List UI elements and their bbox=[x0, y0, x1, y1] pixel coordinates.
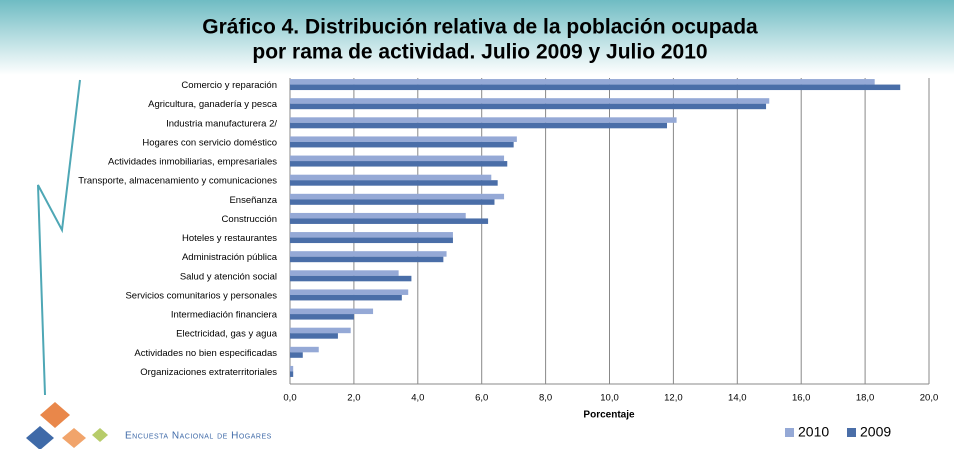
footer-text: Encuesta Nacional de Hogares bbox=[125, 431, 272, 442]
bar bbox=[290, 141, 514, 148]
bar bbox=[290, 294, 402, 301]
bar bbox=[290, 161, 508, 167]
bar bbox=[290, 275, 412, 282]
bar bbox=[290, 193, 505, 200]
bar bbox=[290, 251, 447, 257]
y-tick-label: Hoteles y restaurantes bbox=[182, 233, 277, 244]
x-axis-label: Porcentaje bbox=[583, 410, 635, 421]
x-tick-label: 20,0 bbox=[920, 393, 939, 404]
legend-swatch bbox=[847, 428, 856, 437]
bar bbox=[290, 327, 351, 334]
x-tick-label: 2,0 bbox=[347, 393, 360, 404]
chart-title: Gráfico 4. Distribución relativa de la p… bbox=[202, 16, 758, 39]
bar bbox=[290, 212, 466, 219]
y-tick-label: Salud y atención social bbox=[180, 271, 277, 282]
y-tick-label: Enseñanza bbox=[229, 195, 277, 206]
x-tick-label: 12,0 bbox=[664, 393, 683, 404]
y-tick-label: Transporte, almacenamiento y comunicacio… bbox=[78, 176, 277, 187]
bar bbox=[290, 180, 498, 186]
bar bbox=[290, 103, 767, 110]
y-tick-label: Organizaciones extraterritoriales bbox=[140, 367, 277, 378]
bar bbox=[290, 365, 294, 372]
bar bbox=[290, 232, 453, 238]
y-tick-label: Actividades inmobiliarias, empresariales bbox=[108, 157, 277, 168]
x-tick-label: 6,0 bbox=[475, 393, 488, 404]
x-tick-label: 8,0 bbox=[539, 393, 552, 404]
x-tick-label: 10,0 bbox=[600, 393, 619, 404]
y-tick-label: Construcción bbox=[222, 214, 277, 225]
y-tick-label: Administración pública bbox=[182, 252, 278, 263]
bar bbox=[290, 84, 901, 91]
bar bbox=[290, 117, 677, 123]
y-tick-label: Hogares con servicio doméstico bbox=[142, 137, 277, 148]
x-tick-label: 18,0 bbox=[856, 393, 875, 404]
bar bbox=[290, 218, 489, 224]
y-tick-label: Agricultura, ganadería y pesca bbox=[148, 99, 278, 110]
legend-swatch bbox=[785, 428, 794, 437]
bar bbox=[290, 352, 303, 358]
chart-title: por rama de actividad. Julio 2009 y Juli… bbox=[252, 41, 707, 64]
bar bbox=[290, 333, 338, 339]
logo bbox=[26, 402, 108, 449]
legend-label: 2009 bbox=[860, 424, 891, 440]
x-tick-label: 0,0 bbox=[283, 393, 296, 404]
bar bbox=[290, 314, 354, 320]
bar bbox=[290, 270, 399, 276]
bar bbox=[290, 98, 770, 104]
decor-line bbox=[37, 79, 81, 396]
x-tick-label: 4,0 bbox=[411, 393, 424, 404]
bar bbox=[290, 174, 492, 181]
bar bbox=[290, 371, 294, 377]
y-tick-label: Actividades no bien especificadas bbox=[134, 348, 277, 359]
y-tick-label: Servicios comunitarios y personales bbox=[125, 290, 277, 301]
x-tick-label: 16,0 bbox=[792, 393, 811, 404]
bar bbox=[290, 308, 374, 315]
header-band bbox=[0, 0, 954, 75]
bar bbox=[290, 79, 875, 85]
bar bbox=[290, 122, 668, 129]
x-tick-label: 14,0 bbox=[728, 393, 747, 404]
y-tick-label: Comercio y reparación bbox=[181, 80, 277, 91]
bar bbox=[290, 199, 495, 205]
bar bbox=[290, 237, 453, 244]
bar bbox=[290, 256, 444, 263]
bar bbox=[290, 289, 409, 295]
bar bbox=[290, 136, 517, 142]
y-tick-label: Intermediación financiera bbox=[171, 310, 278, 321]
legend-label: 2010 bbox=[798, 424, 829, 440]
bar bbox=[290, 346, 319, 353]
bar bbox=[290, 155, 505, 162]
y-tick-label: Electricidad, gas y agua bbox=[176, 329, 278, 340]
y-tick-label: Industria manufacturera 2/ bbox=[166, 118, 277, 129]
